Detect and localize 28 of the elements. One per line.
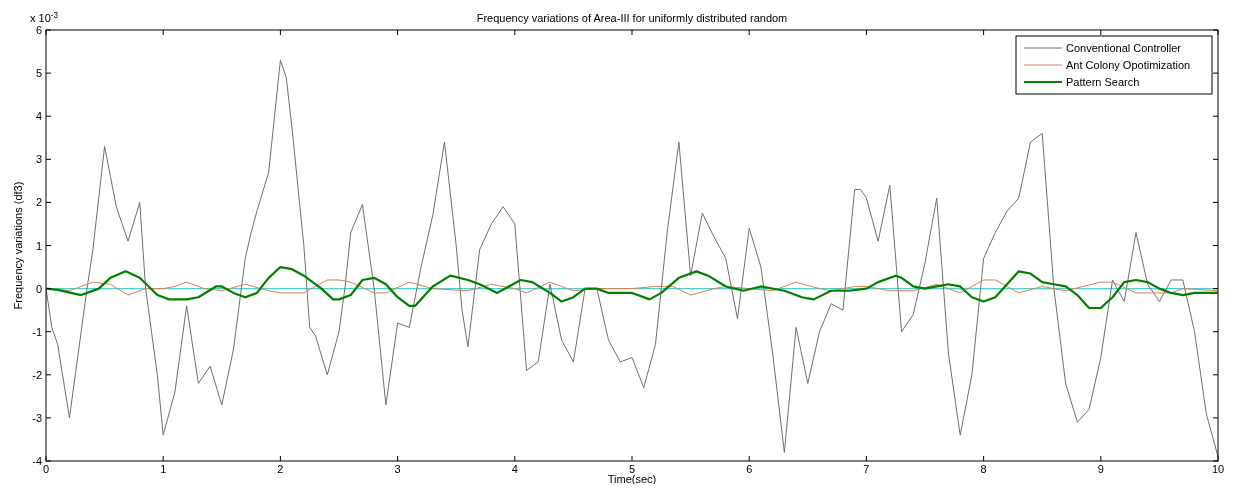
y-tick-label: -4 (32, 455, 42, 467)
line-series (46, 265, 1218, 310)
y-tick-label: 4 (35, 110, 42, 123)
y-tick-label: 2 (35, 196, 42, 209)
x-tick-label: 3 (394, 463, 401, 475)
y-tick-label: 1 (35, 239, 42, 252)
y-tick-label: 0 (35, 282, 42, 295)
x-tick-label: 2 (277, 463, 284, 475)
legend-label: Pattern Search (1066, 76, 1140, 88)
y-tick-label: 3 (35, 153, 42, 166)
y-tick-label: 6 (35, 24, 42, 36)
y-tick-label: -1 (32, 325, 42, 338)
x-tick-label: 5 (628, 463, 636, 475)
legend-label: Conventional Controller (1066, 42, 1182, 54)
x-tick-label: 8 (980, 463, 987, 475)
y-tick-label: -2 (32, 368, 42, 381)
x-tick-label: 10 (1211, 463, 1225, 475)
y-tick-label: -3 (32, 411, 42, 424)
x-tick-label: 6 (746, 463, 753, 475)
chart-title: Frequency variations of Area-III for uniformly distributed random (476, 12, 788, 24)
text: x 10$^{-3}$ (30, 10, 59, 24)
y-tick-label: 5 (35, 67, 42, 80)
x-tick-label: 4 (511, 463, 518, 475)
legend-label: Ant Colony Opotimization (1066, 59, 1191, 71)
x-tick-label: 1 (160, 463, 167, 475)
x-tick-label: 9 (1097, 463, 1104, 475)
x-tick-label: 7 (863, 463, 870, 475)
y-axis-title: Frequency variations (df3) (12, 181, 24, 310)
